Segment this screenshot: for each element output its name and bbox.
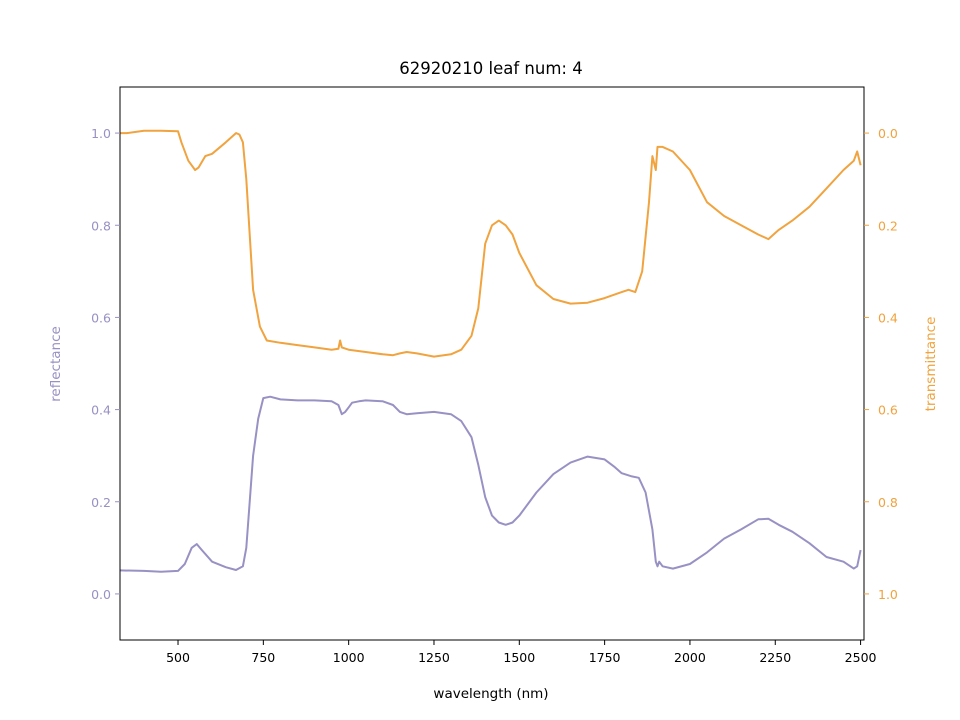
y-axis-title-reflectance: reflectance [48, 326, 64, 402]
x-axis-title: wavelength (nm) [433, 686, 548, 702]
y-tick-label-transmittance: 0.0 [878, 126, 898, 141]
x-tick-label: 1250 [418, 650, 450, 665]
series-line-reflectance [119, 395, 862, 573]
series-line-transmittance [120, 129, 862, 358]
plot-area [119, 86, 865, 641]
x-tick-label: 1750 [589, 650, 621, 665]
y-axis-reflectance: 0.0 0.2 0.4 0.6 0.8 1.0 [91, 126, 120, 602]
y-tick-label-reflectance: 0.6 [91, 310, 111, 325]
y-tick-label-reflectance: 0.0 [91, 587, 111, 602]
y-tick-label-transmittance: 0.4 [878, 310, 898, 325]
y-tick-label-transmittance: 0.8 [878, 495, 898, 510]
y-tick-label-transmittance: 1.0 [878, 587, 898, 602]
x-tick-label: 2500 [845, 650, 877, 665]
x-tick-label: 500 [166, 650, 190, 665]
y-tick-label-transmittance: 0.6 [878, 403, 898, 418]
x-tick-label: 1500 [503, 650, 535, 665]
x-tick-label: 1000 [333, 650, 365, 665]
x-tick-label: 2250 [759, 650, 791, 665]
y-axis-title-transmittance: transmittance [923, 317, 939, 412]
y-tick-label-reflectance: 0.4 [91, 403, 111, 418]
plot-frame [119, 86, 865, 641]
x-tick-label: 750 [251, 650, 275, 665]
chart-title: 62920210 leaf num: 4 [399, 59, 582, 78]
x-tick-label: 2000 [674, 650, 706, 665]
y-tick-label-reflectance: 1.0 [91, 126, 111, 141]
x-axis: 500 750 1000 1250 1500 1750 2000 2250 2500 [166, 640, 877, 665]
y-tick-label-reflectance: 0.2 [91, 495, 111, 510]
y-tick-label-transmittance: 0.2 [878, 218, 898, 233]
y-tick-label-reflectance: 0.8 [91, 218, 111, 233]
y-axis-transmittance: 0.0 0.2 0.4 0.6 0.8 1.0 [864, 126, 898, 602]
